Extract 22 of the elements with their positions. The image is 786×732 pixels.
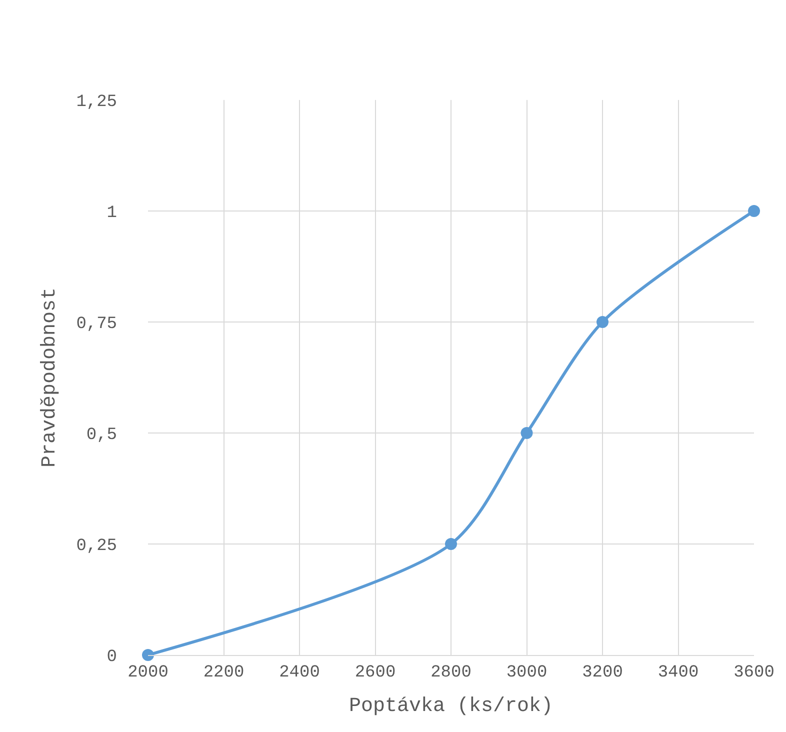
y-tick-label: 0,5 [86, 426, 117, 445]
x-axis-title: Poptávka (ks/rok) [348, 694, 554, 718]
point [596, 316, 608, 328]
x-tick-label: 3400 [658, 663, 699, 682]
point [520, 427, 533, 439]
x-tick-label: 3600 [734, 663, 774, 682]
point [142, 649, 154, 661]
x-tick-label: 3000 [506, 663, 548, 682]
y-tick-label: 0 [106, 648, 117, 667]
x-tick-label: 2200 [203, 663, 244, 682]
x-tick-label: 2600 [354, 663, 396, 682]
y-axis-title: Pravděpodobnost [38, 287, 62, 468]
y-tick-label: 0,25 [76, 536, 117, 556]
y-tick-label: 0,75 [76, 314, 117, 334]
x-tick-label: 2400 [279, 663, 320, 682]
x-tick-label: 3200 [582, 663, 623, 682]
point [748, 205, 760, 217]
x-tick-label: 2800 [430, 663, 472, 682]
x-tick-label: 2000 [128, 663, 168, 682]
y-tick-label: 1,25 [76, 92, 117, 112]
y-tick-label: 1 [106, 204, 117, 223]
point [445, 538, 457, 550]
